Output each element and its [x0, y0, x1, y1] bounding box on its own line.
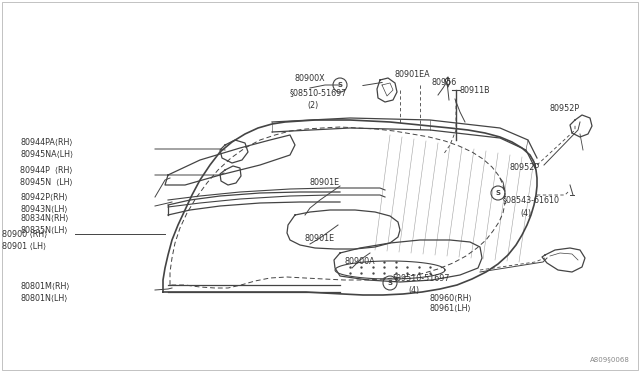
Text: (2): (2) [307, 100, 318, 109]
Text: 80801N⟨LH⟩: 80801N⟨LH⟩ [20, 294, 67, 302]
Text: (4): (4) [408, 285, 419, 295]
Text: 80911B: 80911B [460, 86, 491, 94]
Text: 80900A: 80900A [345, 257, 376, 266]
Text: 80942P⟨RH⟩: 80942P⟨RH⟩ [20, 192, 68, 202]
Text: A809§0068: A809§0068 [590, 356, 630, 362]
Text: 80943N⟨LH⟩: 80943N⟨LH⟩ [20, 205, 67, 214]
Text: 80952P: 80952P [550, 103, 580, 112]
Text: 80901E: 80901E [310, 177, 340, 186]
Text: 80835N⟨LH⟩: 80835N⟨LH⟩ [20, 225, 67, 234]
Text: 80956: 80956 [432, 77, 457, 87]
Text: 80801M⟨RH⟩: 80801M⟨RH⟩ [20, 282, 70, 291]
Text: 80901 ⟨LH⟩: 80901 ⟨LH⟩ [2, 241, 46, 250]
Text: 80944PA⟨RH⟩: 80944PA⟨RH⟩ [20, 138, 72, 147]
Text: 80961⟨LH⟩: 80961⟨LH⟩ [430, 304, 472, 312]
Text: §08543-61610: §08543-61610 [503, 196, 560, 205]
Text: 80900X: 80900X [295, 74, 326, 83]
Text: S: S [387, 280, 392, 286]
Text: 80900 ⟨RH⟩: 80900 ⟨RH⟩ [2, 230, 47, 238]
Text: 80945N  ⟨LH⟩: 80945N ⟨LH⟩ [20, 177, 72, 186]
Text: 80901E: 80901E [305, 234, 335, 243]
Text: S: S [495, 190, 500, 196]
Text: 80901EA: 80901EA [395, 70, 431, 78]
Text: 80960⟨RH⟩: 80960⟨RH⟩ [430, 294, 473, 302]
Text: §09510-51697: §09510-51697 [393, 273, 451, 282]
Text: 80952P: 80952P [510, 163, 540, 171]
Text: 80945NA⟨LH⟩: 80945NA⟨LH⟩ [20, 150, 73, 158]
Text: S: S [337, 82, 342, 88]
Text: §08510-51697: §08510-51697 [290, 89, 348, 97]
Text: (4): (4) [520, 208, 531, 218]
Text: 80944P  ⟨RH⟩: 80944P ⟨RH⟩ [20, 166, 72, 174]
Text: 80834N⟨RH⟩: 80834N⟨RH⟩ [20, 214, 68, 222]
